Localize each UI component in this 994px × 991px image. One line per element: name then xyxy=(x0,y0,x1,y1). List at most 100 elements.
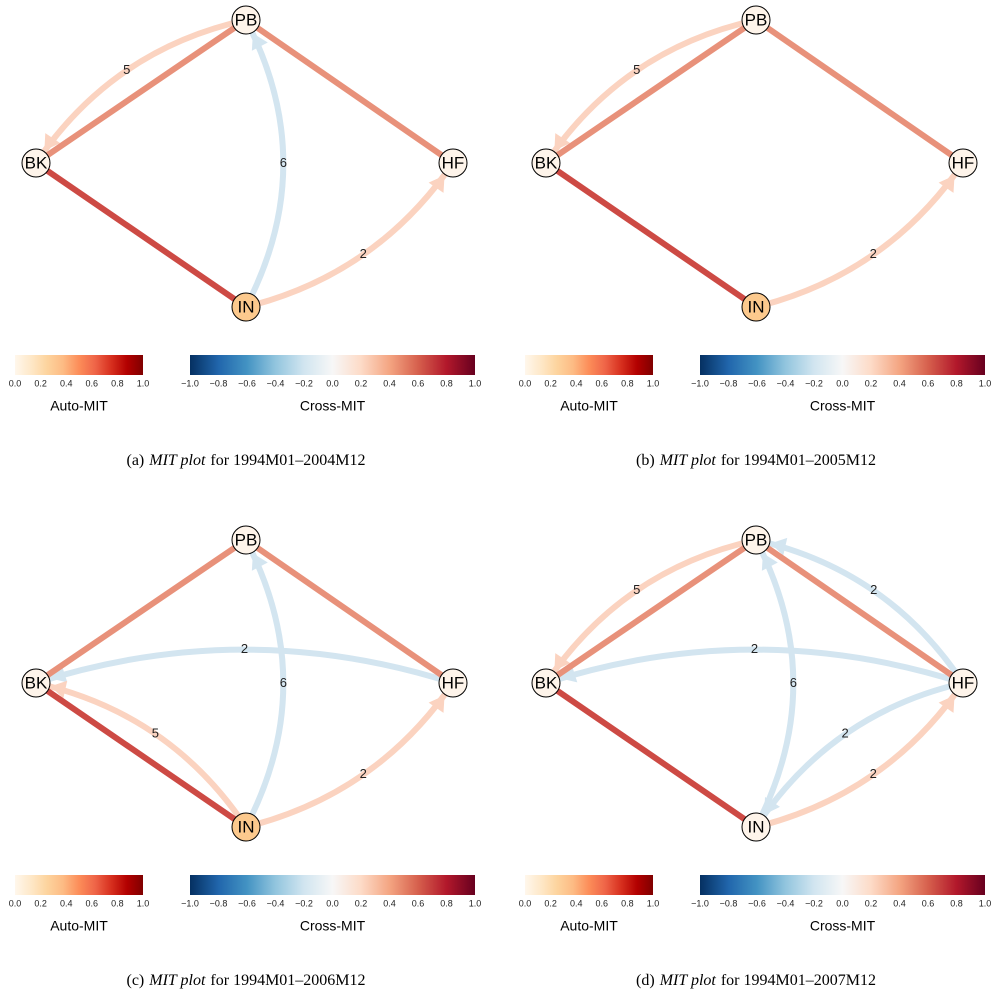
lagged-edge xyxy=(753,680,964,829)
node-label: BK xyxy=(535,673,558,692)
node xyxy=(741,5,771,35)
colorbar-tick-label: 0.6 xyxy=(86,378,99,388)
node-label: PB xyxy=(235,10,258,29)
lagged-edges xyxy=(543,17,966,310)
edge-label: 2 xyxy=(870,766,877,781)
caption-label: (b) xyxy=(636,452,655,469)
colorbar xyxy=(700,875,985,895)
arrow-head xyxy=(428,175,445,193)
colorbar xyxy=(700,355,985,375)
arrow-head xyxy=(50,665,68,683)
colorbar-tick-label: 0.0 xyxy=(326,898,339,908)
colorbar-tick-label: 1.0 xyxy=(647,898,660,908)
edge-label: 2 xyxy=(841,726,848,741)
node xyxy=(531,148,561,178)
lagged-edge xyxy=(243,18,287,309)
edge-labels: 52 xyxy=(633,62,877,261)
caption-text: for 1994M01–2004M12 xyxy=(210,452,365,469)
colorbar-tick-label: 0.4 xyxy=(893,378,906,388)
contemporaneous-edge xyxy=(34,160,248,310)
caption-emphasis: MIT plot xyxy=(659,452,717,469)
node xyxy=(21,668,51,698)
colorbar xyxy=(525,875,653,895)
contemporaneous-edge xyxy=(754,537,965,686)
panel: 5 2 2 6 2 2 PB BK HF IN 0.0 0.2 0.4 0.6 0.8 1.0 Auto-MIT… xyxy=(519,525,991,989)
colorbar-tick-label: 0.8 xyxy=(440,898,453,908)
colorbar-tick-label: 0.6 xyxy=(412,378,425,388)
colorbar xyxy=(15,355,143,375)
colorbar-tick-label: 0.2 xyxy=(355,898,368,908)
colorbar-tick-label: 0.0 xyxy=(9,378,22,388)
colorbar-title: Cross-MIT xyxy=(810,398,876,414)
lagged-edge xyxy=(35,646,454,686)
contemporaneous-edge xyxy=(34,17,248,166)
arrow-head xyxy=(761,553,778,571)
node-label: IN xyxy=(238,297,255,316)
node xyxy=(21,148,51,178)
colorbar-tick-label: −1.0 xyxy=(691,898,709,908)
node xyxy=(438,148,468,178)
colorbar-tick-label: −1.0 xyxy=(181,898,199,908)
edge-label: 2 xyxy=(751,641,758,656)
colorbar-tick-label: 0.4 xyxy=(893,898,906,908)
caption-emphasis: MIT plot xyxy=(148,972,206,989)
edge-label: 2 xyxy=(870,246,877,261)
colorbar-tick-label: 0.8 xyxy=(950,378,963,388)
colorbar-tick-label: −0.4 xyxy=(777,378,795,388)
node xyxy=(741,292,771,322)
panel: 5 6 2 PB BK HF IN 0.0 0.2 0.4 0.6 0.8 1.0 Auto-MIT −1.… xyxy=(9,5,481,469)
lagged-edge xyxy=(245,161,456,310)
colorbar-tick-label: 0.0 xyxy=(836,378,849,388)
edge-label: 2 xyxy=(870,582,877,597)
lagged-edge xyxy=(543,17,757,165)
colorbar-title: Cross-MIT xyxy=(810,918,876,934)
node-label: HF xyxy=(442,673,465,692)
arrow-head xyxy=(770,537,788,556)
colorbar-tick-label: −0.8 xyxy=(210,378,228,388)
colorbar-tick-label: −0.2 xyxy=(805,898,823,908)
colorbar-tick-label: 0.2 xyxy=(865,898,878,908)
contemporaneous-edge xyxy=(544,680,758,830)
contemporaneous-edge xyxy=(244,537,455,686)
colorbar-tick-label: −0.2 xyxy=(295,898,313,908)
contemporaneous-edge xyxy=(754,17,965,166)
node xyxy=(231,292,261,322)
colorbar-tick-label: −0.6 xyxy=(748,898,766,908)
colorbar-tick-label: −0.2 xyxy=(805,378,823,388)
colorbar-title: Auto-MIT xyxy=(50,398,108,414)
colorbar-tick-label: 0.2 xyxy=(34,898,47,908)
node xyxy=(231,5,261,35)
colorbar-title: Cross-MIT xyxy=(300,398,366,414)
colorbar-tick-label: 0.0 xyxy=(519,378,532,388)
caption-label: (a) xyxy=(126,452,144,469)
lagged-edges xyxy=(33,17,456,310)
colorbar-tick-label: 0.6 xyxy=(596,378,609,388)
colorbar xyxy=(190,875,475,895)
lagged-edge xyxy=(35,680,249,829)
colorbar-tick-label: 0.6 xyxy=(596,898,609,908)
lagged-edge xyxy=(33,17,247,165)
colorbar-tick-label: −0.4 xyxy=(267,378,285,388)
colorbar-tick-label: −0.4 xyxy=(267,898,285,908)
colorbar-tick-label: 0.0 xyxy=(836,898,849,908)
caption: (d) MIT plot for 1994M01–2007M12 xyxy=(636,972,876,989)
colorbar-tick-label: 0.0 xyxy=(326,378,339,388)
lagged-edge xyxy=(753,538,797,829)
edge-label: 5 xyxy=(152,725,159,740)
edge-labels: 6 2 5 2 xyxy=(152,641,367,781)
edge-label: 5 xyxy=(633,62,640,77)
edge-label: 5 xyxy=(633,582,640,597)
colorbar-tick-label: 0.6 xyxy=(922,898,935,908)
lagged-edge xyxy=(243,538,287,829)
lagged-edges xyxy=(35,538,456,830)
node xyxy=(741,812,771,842)
caption-text: for 1994M01–2007M12 xyxy=(721,972,876,989)
caption: (c) MIT plot for 1994M01–2006M12 xyxy=(126,972,365,989)
colorbar-tick-label: 1.0 xyxy=(137,378,150,388)
colorbar-tick-label: 0.2 xyxy=(544,378,557,388)
node-label: BK xyxy=(25,673,48,692)
colorbar-tick-label: 1.0 xyxy=(137,898,150,908)
caption-emphasis: MIT plot xyxy=(659,972,717,989)
edge-labels: 5 2 2 6 2 2 xyxy=(633,582,877,781)
node-label: PB xyxy=(235,530,258,549)
